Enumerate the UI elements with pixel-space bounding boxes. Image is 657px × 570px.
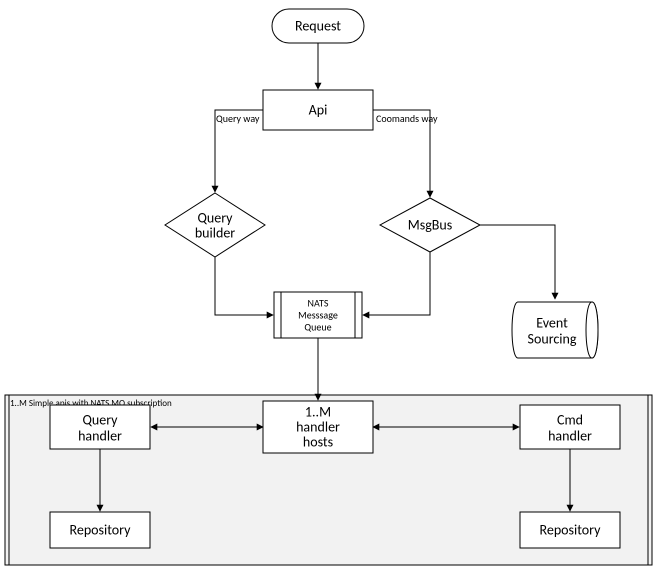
eventsourcing-label-1: Event [536, 314, 568, 331]
node-queryhandler: Query handler [50, 405, 150, 449]
request-label: Request [295, 17, 341, 34]
node-msgbus: MsgBus [380, 198, 480, 252]
handlerhosts-label-3: hosts [303, 433, 333, 450]
node-repo-right: Repository [520, 512, 620, 548]
node-handlerhosts: 1..M handler hosts [263, 401, 373, 453]
edge-label-queryway: Query way [216, 112, 260, 125]
queryhandler-label-1: Query [82, 411, 118, 428]
cmdhandler-label-1: Cmd [557, 411, 583, 428]
node-repo-left: Repository [50, 512, 150, 548]
node-eventsourcing: Event Sourcing [512, 302, 598, 358]
msgbus-label: MsgBus [408, 216, 452, 233]
querybuilder-label-2: builder [195, 224, 235, 241]
repo-left-label: Repository [70, 521, 132, 538]
node-api: Api [263, 90, 373, 130]
cmdhandler-label-2: handler [548, 427, 592, 444]
flowchart-canvas: 1..M Simple apis with NATS MQ subscripti… [0, 0, 657, 570]
node-cmdhandler: Cmd handler [520, 405, 620, 449]
edge-msgbus-nats [363, 252, 430, 315]
repo-right-label: Repository [540, 521, 602, 538]
node-request: Request [272, 9, 364, 43]
node-nats: NATS Messsage Queue [274, 292, 362, 338]
edge-msgbus-eventsourcing [480, 225, 555, 299]
queryhandler-label-2: handler [78, 427, 122, 444]
node-querybuilder: Query builder [165, 193, 265, 257]
edge-querybuilder-nats [215, 257, 273, 315]
nats-label-3: Queue [304, 320, 331, 333]
api-label: Api [309, 101, 328, 118]
edge-label-commandsway: Coomands way [376, 112, 438, 125]
eventsourcing-label-2: Sourcing [528, 330, 577, 347]
